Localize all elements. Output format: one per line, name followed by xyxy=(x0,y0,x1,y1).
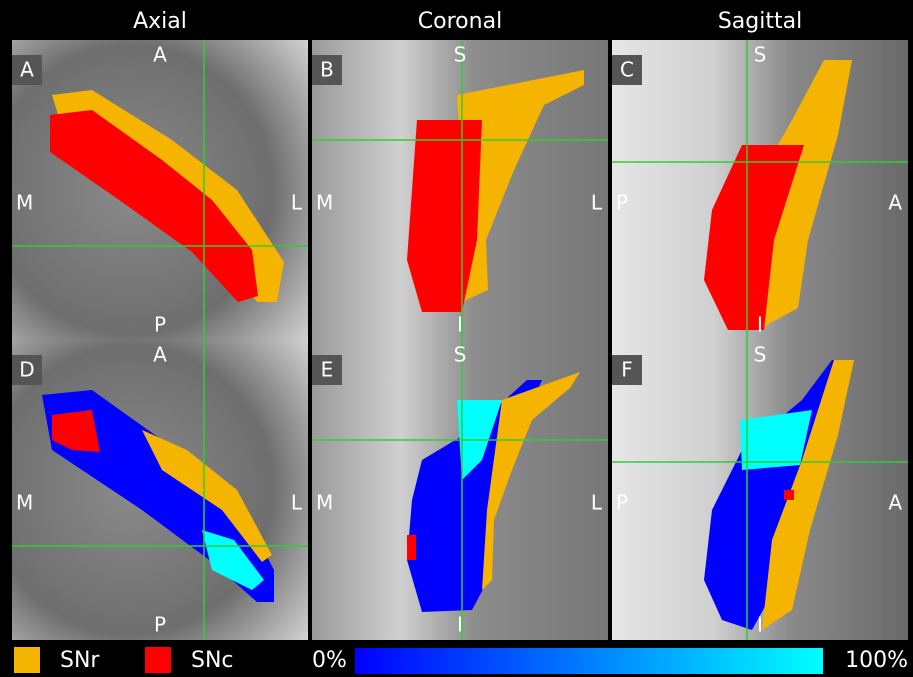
colorbar xyxy=(355,648,823,674)
colorbar-max-label: 100% xyxy=(845,648,908,673)
orientation-label: P xyxy=(154,313,166,337)
orientation-label: S xyxy=(754,43,767,67)
orientation-label: L xyxy=(291,191,303,215)
segmentation xyxy=(784,490,794,500)
panel: B S M L I xyxy=(312,40,608,340)
column-header: Axial xyxy=(133,9,187,34)
orientation-label: I xyxy=(757,313,763,337)
orientation-label: L xyxy=(591,191,603,215)
panel-label: F xyxy=(621,358,633,382)
orientation-label: M xyxy=(316,191,333,215)
orientation-label: L xyxy=(291,491,303,515)
panel: F S P A I xyxy=(612,340,908,640)
orientation-label: A xyxy=(153,43,167,67)
orientation-label: L xyxy=(591,491,603,515)
orientation-label: I xyxy=(457,313,463,337)
orientation-label: P xyxy=(616,491,628,515)
panel-label: E xyxy=(321,358,334,382)
panel-label: C xyxy=(620,58,634,82)
panel: A A M L P xyxy=(12,40,308,340)
figure: AxialCoronalSagittalAAMLPBSMLICSPAIDAMLP… xyxy=(0,0,913,677)
orientation-label: S xyxy=(454,343,467,367)
orientation-label: M xyxy=(316,491,333,515)
legend-swatch xyxy=(14,647,40,673)
column-header: Coronal xyxy=(418,9,502,34)
orientation-label: A xyxy=(888,191,902,215)
orientation-label: A xyxy=(153,343,167,367)
colorbar-min-label: 0% xyxy=(312,648,347,673)
orientation-label: S xyxy=(754,343,767,367)
panel-label: A xyxy=(20,58,34,82)
orientation-label: M xyxy=(16,491,33,515)
segmentation xyxy=(407,535,416,560)
orientation-label: M xyxy=(16,191,33,215)
panel-label: B xyxy=(320,58,334,82)
panel: C S P A I xyxy=(612,40,908,340)
orientation-label: P xyxy=(616,191,628,215)
panel: D A M L P xyxy=(12,340,308,640)
panel: E S M L I xyxy=(312,340,608,640)
orientation-label: A xyxy=(888,491,902,515)
orientation-label: I xyxy=(457,613,463,637)
orientation-label: S xyxy=(454,43,467,67)
column-header: Sagittal xyxy=(718,9,802,34)
panel-label: D xyxy=(19,358,34,382)
orientation-label: I xyxy=(757,613,763,637)
page: {"headers":["Axial","Coronal","Sagittal"… xyxy=(0,0,913,677)
legend-label: SNc xyxy=(191,648,234,673)
legend-swatch xyxy=(145,647,171,673)
orientation-label: P xyxy=(154,613,166,637)
legend-label: SNr xyxy=(60,648,100,673)
